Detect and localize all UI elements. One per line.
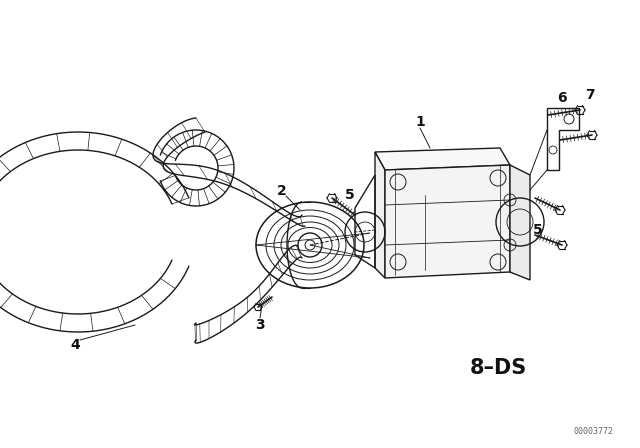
Polygon shape bbox=[510, 165, 530, 280]
Text: 8–DS: 8–DS bbox=[469, 358, 527, 378]
Text: 2: 2 bbox=[277, 184, 287, 198]
Polygon shape bbox=[375, 152, 385, 278]
Text: 00003772: 00003772 bbox=[573, 427, 613, 436]
Text: 3: 3 bbox=[255, 318, 265, 332]
Text: 6: 6 bbox=[557, 91, 567, 105]
Text: 4: 4 bbox=[70, 338, 80, 352]
Polygon shape bbox=[375, 148, 510, 170]
Text: 1: 1 bbox=[415, 115, 425, 129]
Text: 5: 5 bbox=[345, 188, 355, 202]
Text: 7: 7 bbox=[585, 88, 595, 102]
Text: 5: 5 bbox=[533, 223, 543, 237]
Polygon shape bbox=[385, 165, 510, 278]
